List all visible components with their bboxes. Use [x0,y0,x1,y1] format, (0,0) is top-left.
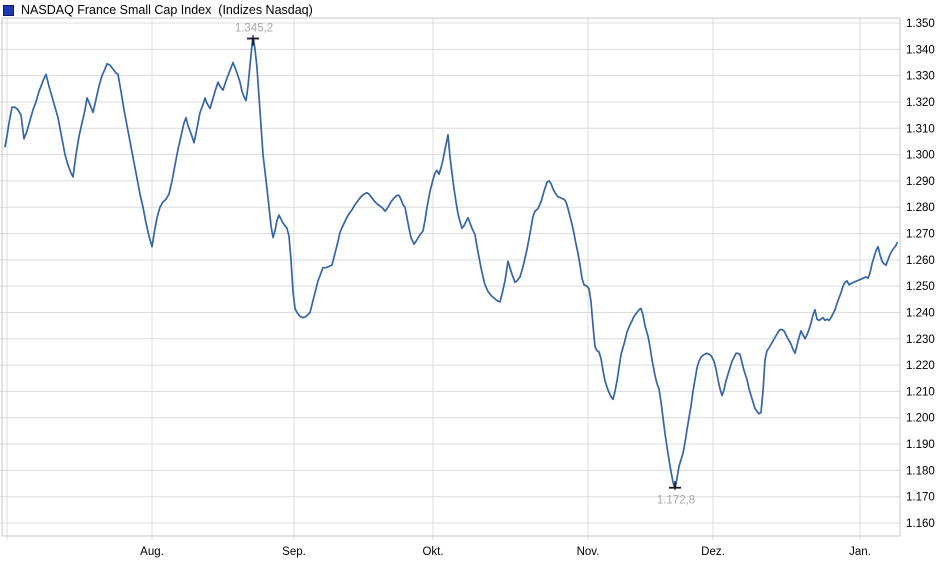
y-tick-label: 1.290 [906,176,935,188]
y-tick-label: 1.250 [906,281,935,293]
y-tick-label: 1.270 [906,229,935,241]
x-tick-label: Dez. [701,546,725,558]
x-tick-label: Aug. [140,546,164,558]
low-mark-icon [669,486,681,489]
x-tick-label: Sep. [282,546,306,558]
y-tick-label: 1.260 [906,255,935,267]
y-tick-label: 1.230 [906,334,935,346]
y-tick-label: 1.160 [906,518,935,530]
high-value-label: 1.345,2 [235,23,273,35]
high-mark-icon [252,38,254,46]
y-tick-label: 1.300 [906,150,935,162]
y-tick-label: 1.180 [906,465,935,477]
x-tick-label: Okt. [422,546,443,558]
y-tick-label: 1.190 [906,439,935,451]
chart-header: NASDAQ France Small Cap Index (Indizes N… [3,3,313,17]
low-mark-icon [674,481,676,488]
legend-square-icon [3,5,14,16]
y-tick-label: 1.340 [906,44,935,56]
y-tick-label: 1.280 [906,202,935,214]
chart-title: NASDAQ France Small Cap Index (Indizes N… [21,3,313,17]
y-tick-label: 1.240 [906,307,935,319]
price-line [4,34,898,491]
y-tick-label: 1.320 [906,97,935,109]
low-value-label: 1.172,8 [657,494,695,506]
y-tick-label: 1.350 [906,18,935,30]
x-tick-label: Jan. [849,546,871,558]
y-tick-label: 1.210 [906,386,935,398]
plot-frame [1,17,901,537]
y-tick-label: 1.200 [906,413,935,425]
y-tick-label: 1.170 [906,492,935,504]
y-tick-label: 1.330 [906,71,935,83]
high-mark-icon [247,37,259,40]
x-tick-label: Nov. [577,546,600,558]
y-tick-label: 1.220 [906,360,935,372]
y-tick-label: 1.310 [906,123,935,135]
